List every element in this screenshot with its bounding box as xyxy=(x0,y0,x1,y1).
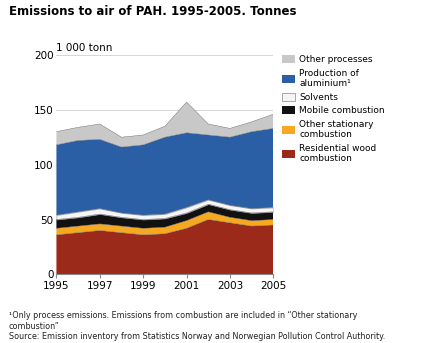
Text: Emissions to air of PAH. 1995-2005. Tonnes: Emissions to air of PAH. 1995-2005. Tonn… xyxy=(9,5,296,18)
Legend: Other processes, Production of
aluminium¹, Solvents, Mobile combustion, Other st: Other processes, Production of aluminium… xyxy=(282,55,385,163)
Text: ¹Only process emissions. Emissions from combustion are included in “Other statio: ¹Only process emissions. Emissions from … xyxy=(9,311,385,341)
Text: 1 000 tonn: 1 000 tonn xyxy=(56,43,113,53)
